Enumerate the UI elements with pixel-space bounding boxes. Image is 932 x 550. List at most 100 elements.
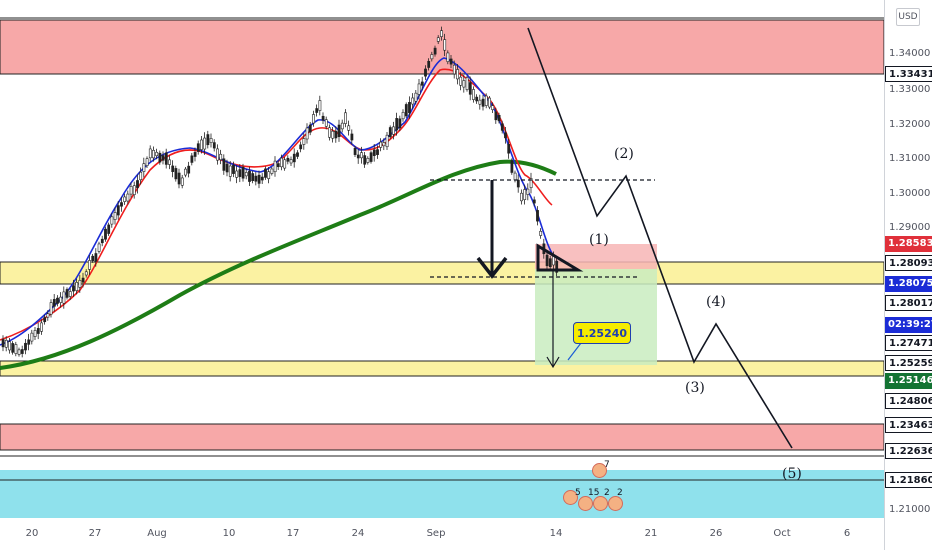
candle-body bbox=[244, 172, 248, 177]
time-tick: 21 bbox=[644, 528, 658, 539]
event-count: 5 bbox=[575, 488, 581, 498]
candle-body bbox=[334, 130, 338, 139]
time-tick: 27 bbox=[88, 528, 102, 539]
candle-body bbox=[113, 212, 117, 220]
time-tick: Aug bbox=[147, 528, 167, 539]
time-tick: 24 bbox=[351, 528, 365, 539]
candle-body bbox=[78, 280, 82, 288]
candle-body bbox=[104, 228, 107, 240]
candle-body bbox=[97, 243, 101, 252]
candle-body bbox=[366, 158, 370, 163]
candle-body bbox=[68, 291, 72, 297]
candle-body bbox=[193, 152, 197, 157]
event-flag-icon[interactable] bbox=[593, 496, 608, 511]
candle-body bbox=[72, 285, 75, 292]
candle-body bbox=[494, 111, 498, 121]
candle-body bbox=[24, 342, 27, 351]
candle-body bbox=[56, 297, 59, 304]
price-label-stop: 1.28583 bbox=[885, 236, 932, 252]
candle-body bbox=[267, 171, 271, 179]
candle-body bbox=[116, 205, 120, 216]
price-chart[interactable] bbox=[0, 0, 884, 550]
candle-body bbox=[462, 80, 466, 88]
wave-label-2: (2) bbox=[614, 146, 634, 162]
candle-body bbox=[404, 104, 408, 117]
candle-body bbox=[257, 174, 261, 184]
candle-body bbox=[238, 169, 242, 177]
ma-200-green bbox=[0, 159, 557, 370]
price-label-line: 1.25259 bbox=[885, 355, 932, 371]
price-tick: 1.21000 bbox=[889, 504, 931, 515]
candle-body bbox=[276, 163, 280, 168]
candle-body bbox=[222, 158, 226, 171]
candle-body bbox=[430, 54, 434, 60]
candle-body bbox=[177, 172, 181, 185]
support-zone-upper bbox=[0, 261, 884, 285]
candle-body bbox=[459, 76, 463, 86]
candle-body bbox=[107, 224, 111, 234]
candle-body bbox=[340, 122, 344, 130]
cyan-zone bbox=[0, 470, 884, 518]
time-tick: 10 bbox=[222, 528, 236, 539]
candle-body bbox=[203, 137, 207, 150]
candle-body bbox=[379, 141, 383, 148]
candle-body bbox=[392, 126, 395, 135]
candle-body bbox=[417, 83, 421, 95]
candle-body bbox=[321, 115, 325, 121]
candle-body bbox=[292, 153, 296, 163]
candle-body bbox=[356, 154, 360, 159]
time-tick: 14 bbox=[549, 528, 563, 539]
projection-arrow-head bbox=[546, 356, 560, 369]
candle-body bbox=[478, 99, 482, 105]
candle-body bbox=[148, 148, 152, 159]
support-zone-lower bbox=[0, 360, 884, 377]
price-label-target: 1.25146 bbox=[885, 373, 932, 389]
candle-body bbox=[251, 173, 255, 181]
candle-body bbox=[420, 81, 424, 86]
candle-body bbox=[241, 166, 245, 179]
price-label-line: 1.22636 bbox=[885, 443, 932, 459]
candle-body bbox=[504, 132, 507, 139]
candle-body bbox=[449, 58, 453, 65]
wave-label-4: (4) bbox=[706, 294, 726, 310]
event-flag-icon[interactable] bbox=[592, 463, 607, 478]
candle-body bbox=[88, 260, 91, 270]
candle-body bbox=[468, 82, 472, 95]
candle-body bbox=[475, 96, 479, 102]
measure-arrow-head bbox=[476, 256, 508, 279]
candle-body bbox=[164, 152, 168, 165]
price-tick: 1.30000 bbox=[889, 188, 931, 199]
candle-body bbox=[232, 164, 235, 174]
event-flag-icon[interactable] bbox=[578, 496, 593, 511]
wave-label-3: (3) bbox=[685, 380, 705, 396]
candle-body bbox=[500, 123, 504, 131]
candle-body bbox=[123, 196, 127, 202]
price-tick: 1.31000 bbox=[889, 153, 931, 164]
currency-button[interactable]: USD bbox=[896, 8, 920, 26]
price-label-line: 1.33431 bbox=[885, 66, 932, 82]
candle-body bbox=[443, 39, 447, 51]
candle-body bbox=[283, 159, 287, 169]
candle-body bbox=[30, 332, 34, 342]
candle-body bbox=[136, 180, 139, 188]
target-price-callout[interactable]: 1.25240 bbox=[573, 322, 631, 344]
candle-body bbox=[488, 97, 491, 108]
candle-body bbox=[36, 328, 40, 334]
candle-body bbox=[315, 108, 319, 113]
candle-body bbox=[347, 125, 351, 131]
candle-body bbox=[158, 152, 162, 163]
event-flag-icon[interactable] bbox=[563, 490, 578, 505]
candle-body bbox=[369, 152, 373, 162]
candle-body bbox=[75, 282, 79, 291]
candle-body bbox=[513, 172, 517, 181]
candle-body bbox=[289, 159, 293, 164]
price-axis[interactable]: 1.34000 1.33000 1.32000 1.31000 1.30000 … bbox=[884, 0, 932, 550]
candle-body bbox=[398, 118, 402, 129]
event-flag-icon[interactable] bbox=[608, 496, 623, 511]
event-count: 2 bbox=[617, 488, 623, 498]
candle-body bbox=[539, 230, 543, 236]
candle-body bbox=[507, 143, 511, 154]
candle-body bbox=[161, 155, 165, 161]
candle-body bbox=[155, 151, 159, 157]
price-tick: 1.29000 bbox=[889, 222, 931, 233]
